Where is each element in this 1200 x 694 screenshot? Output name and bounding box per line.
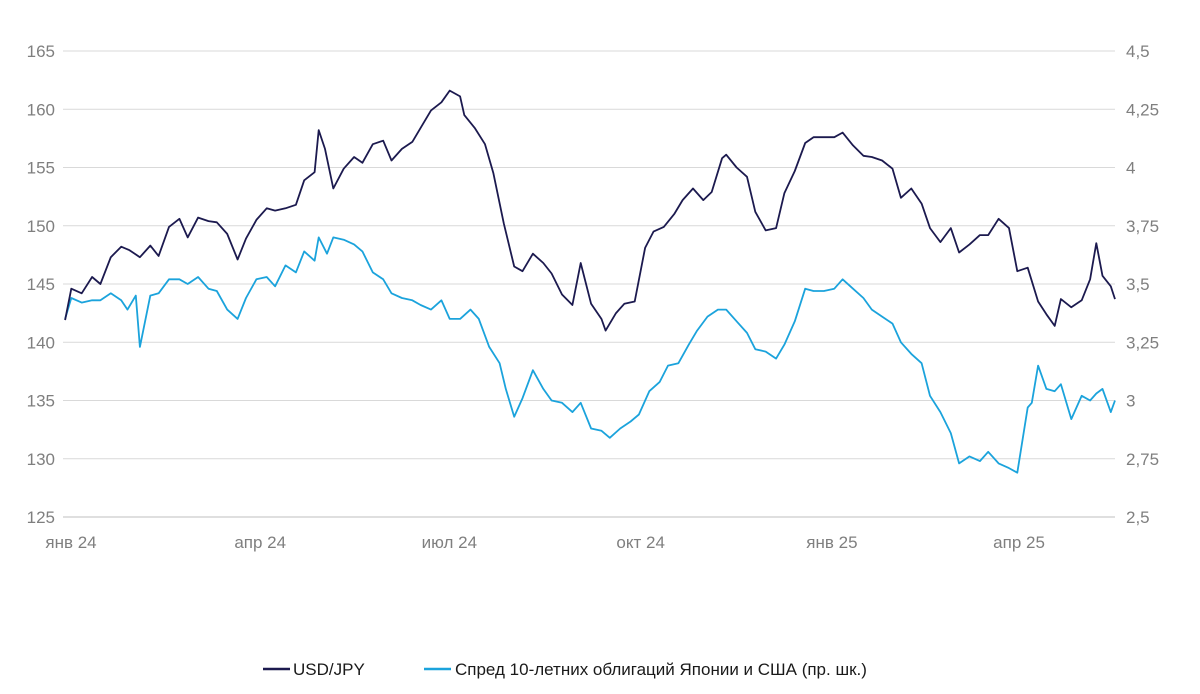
y-left-tick-label: 135 xyxy=(27,392,55,411)
y-right-tick-label: 2,5 xyxy=(1126,508,1150,527)
x-axis: янв 24 апр 24 июл 24 окт 24 янв 25 апр 25 xyxy=(45,516,1115,552)
y-right-tick-label: 3,75 xyxy=(1126,217,1159,236)
x-tick-label: июл 24 xyxy=(422,533,477,552)
y-left-tick-label: 125 xyxy=(27,508,55,527)
x-tick-label: окт 24 xyxy=(616,533,665,552)
legend-item-usdjpy: USD/JPY xyxy=(263,660,365,679)
series-line-spread xyxy=(64,236,1116,474)
y-right-tick-label: 4 xyxy=(1126,159,1135,178)
y-left-tick-label: 165 xyxy=(27,42,55,61)
y-right-tick-label: 3,5 xyxy=(1126,275,1150,294)
y-left-tick-label: 145 xyxy=(27,275,55,294)
series-line-usdjpy xyxy=(64,89,1116,332)
y-axis-right: 2,5 2,75 3 3,25 3,5 3,75 4 4,25 4,5 xyxy=(1126,42,1159,527)
y-left-tick-label: 150 xyxy=(27,217,55,236)
y-left-tick-label: 140 xyxy=(27,333,55,352)
x-tick-label: апр 24 xyxy=(234,533,286,552)
legend-label: Спред 10-летних облигаций Японии и США (… xyxy=(455,660,867,679)
y-right-tick-label: 4,25 xyxy=(1126,100,1159,119)
y-right-tick-label: 3 xyxy=(1126,392,1135,411)
legend: USD/JPY Спред 10-летних облигаций Японии … xyxy=(263,660,867,679)
y-axis-left: 125 130 135 140 145 150 155 160 165 xyxy=(27,42,55,527)
x-tick-label: янв 24 xyxy=(45,533,96,552)
y-right-tick-label: 4,5 xyxy=(1126,42,1150,61)
x-tick-label: янв 25 xyxy=(806,533,857,552)
y-left-tick-label: 160 xyxy=(27,100,55,119)
legend-label: USD/JPY xyxy=(293,660,365,679)
y-right-tick-label: 2,75 xyxy=(1126,450,1159,469)
y-left-tick-label: 130 xyxy=(27,450,55,469)
legend-item-spread: Спред 10-летних облигаций Японии и США (… xyxy=(424,660,867,679)
y-left-tick-label: 155 xyxy=(27,159,55,178)
series-lines xyxy=(64,89,1116,474)
x-tick-label: апр 25 xyxy=(993,533,1045,552)
y-right-tick-label: 3,25 xyxy=(1126,333,1159,352)
gridlines xyxy=(63,50,1115,518)
